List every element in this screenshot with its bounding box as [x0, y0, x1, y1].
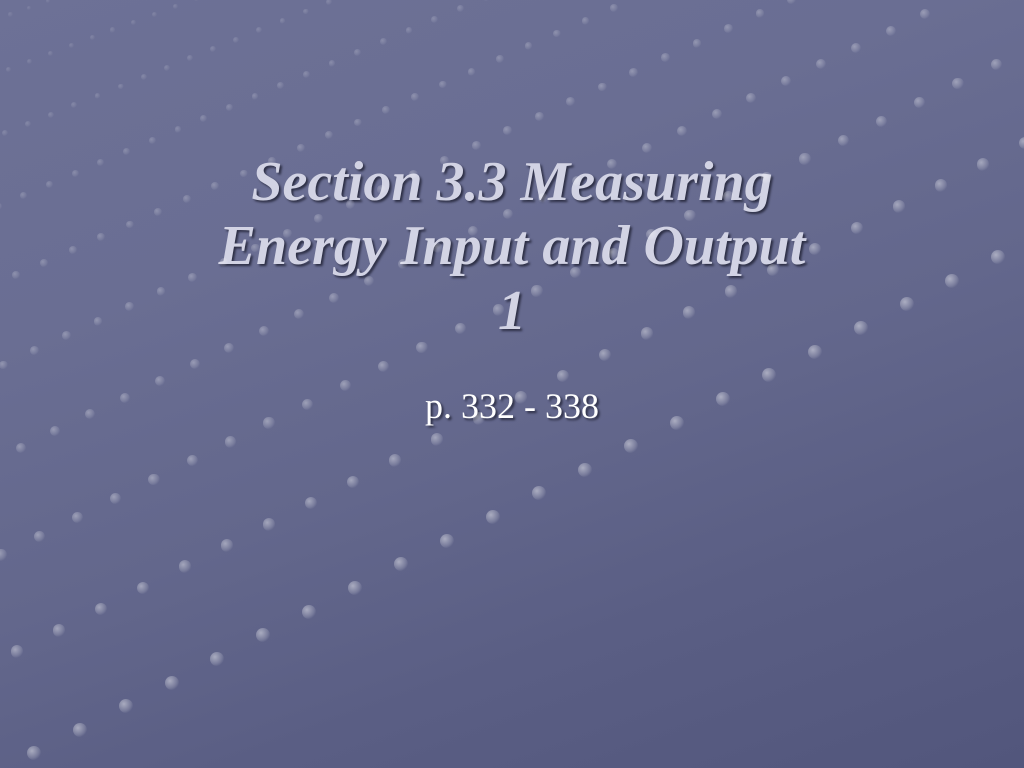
- title-line-3: 1: [62, 279, 962, 343]
- slide-title: Section 3.3 Measuring Energy Input and O…: [62, 150, 962, 343]
- title-line-2: Energy Input and Output: [62, 214, 962, 278]
- dot-grid: [0, 0, 1024, 768]
- slide: Section 3.3 Measuring Energy Input and O…: [0, 0, 1024, 768]
- title-line-1: Section 3.3 Measuring: [62, 150, 962, 214]
- slide-subtitle: p. 332 - 338: [425, 385, 599, 427]
